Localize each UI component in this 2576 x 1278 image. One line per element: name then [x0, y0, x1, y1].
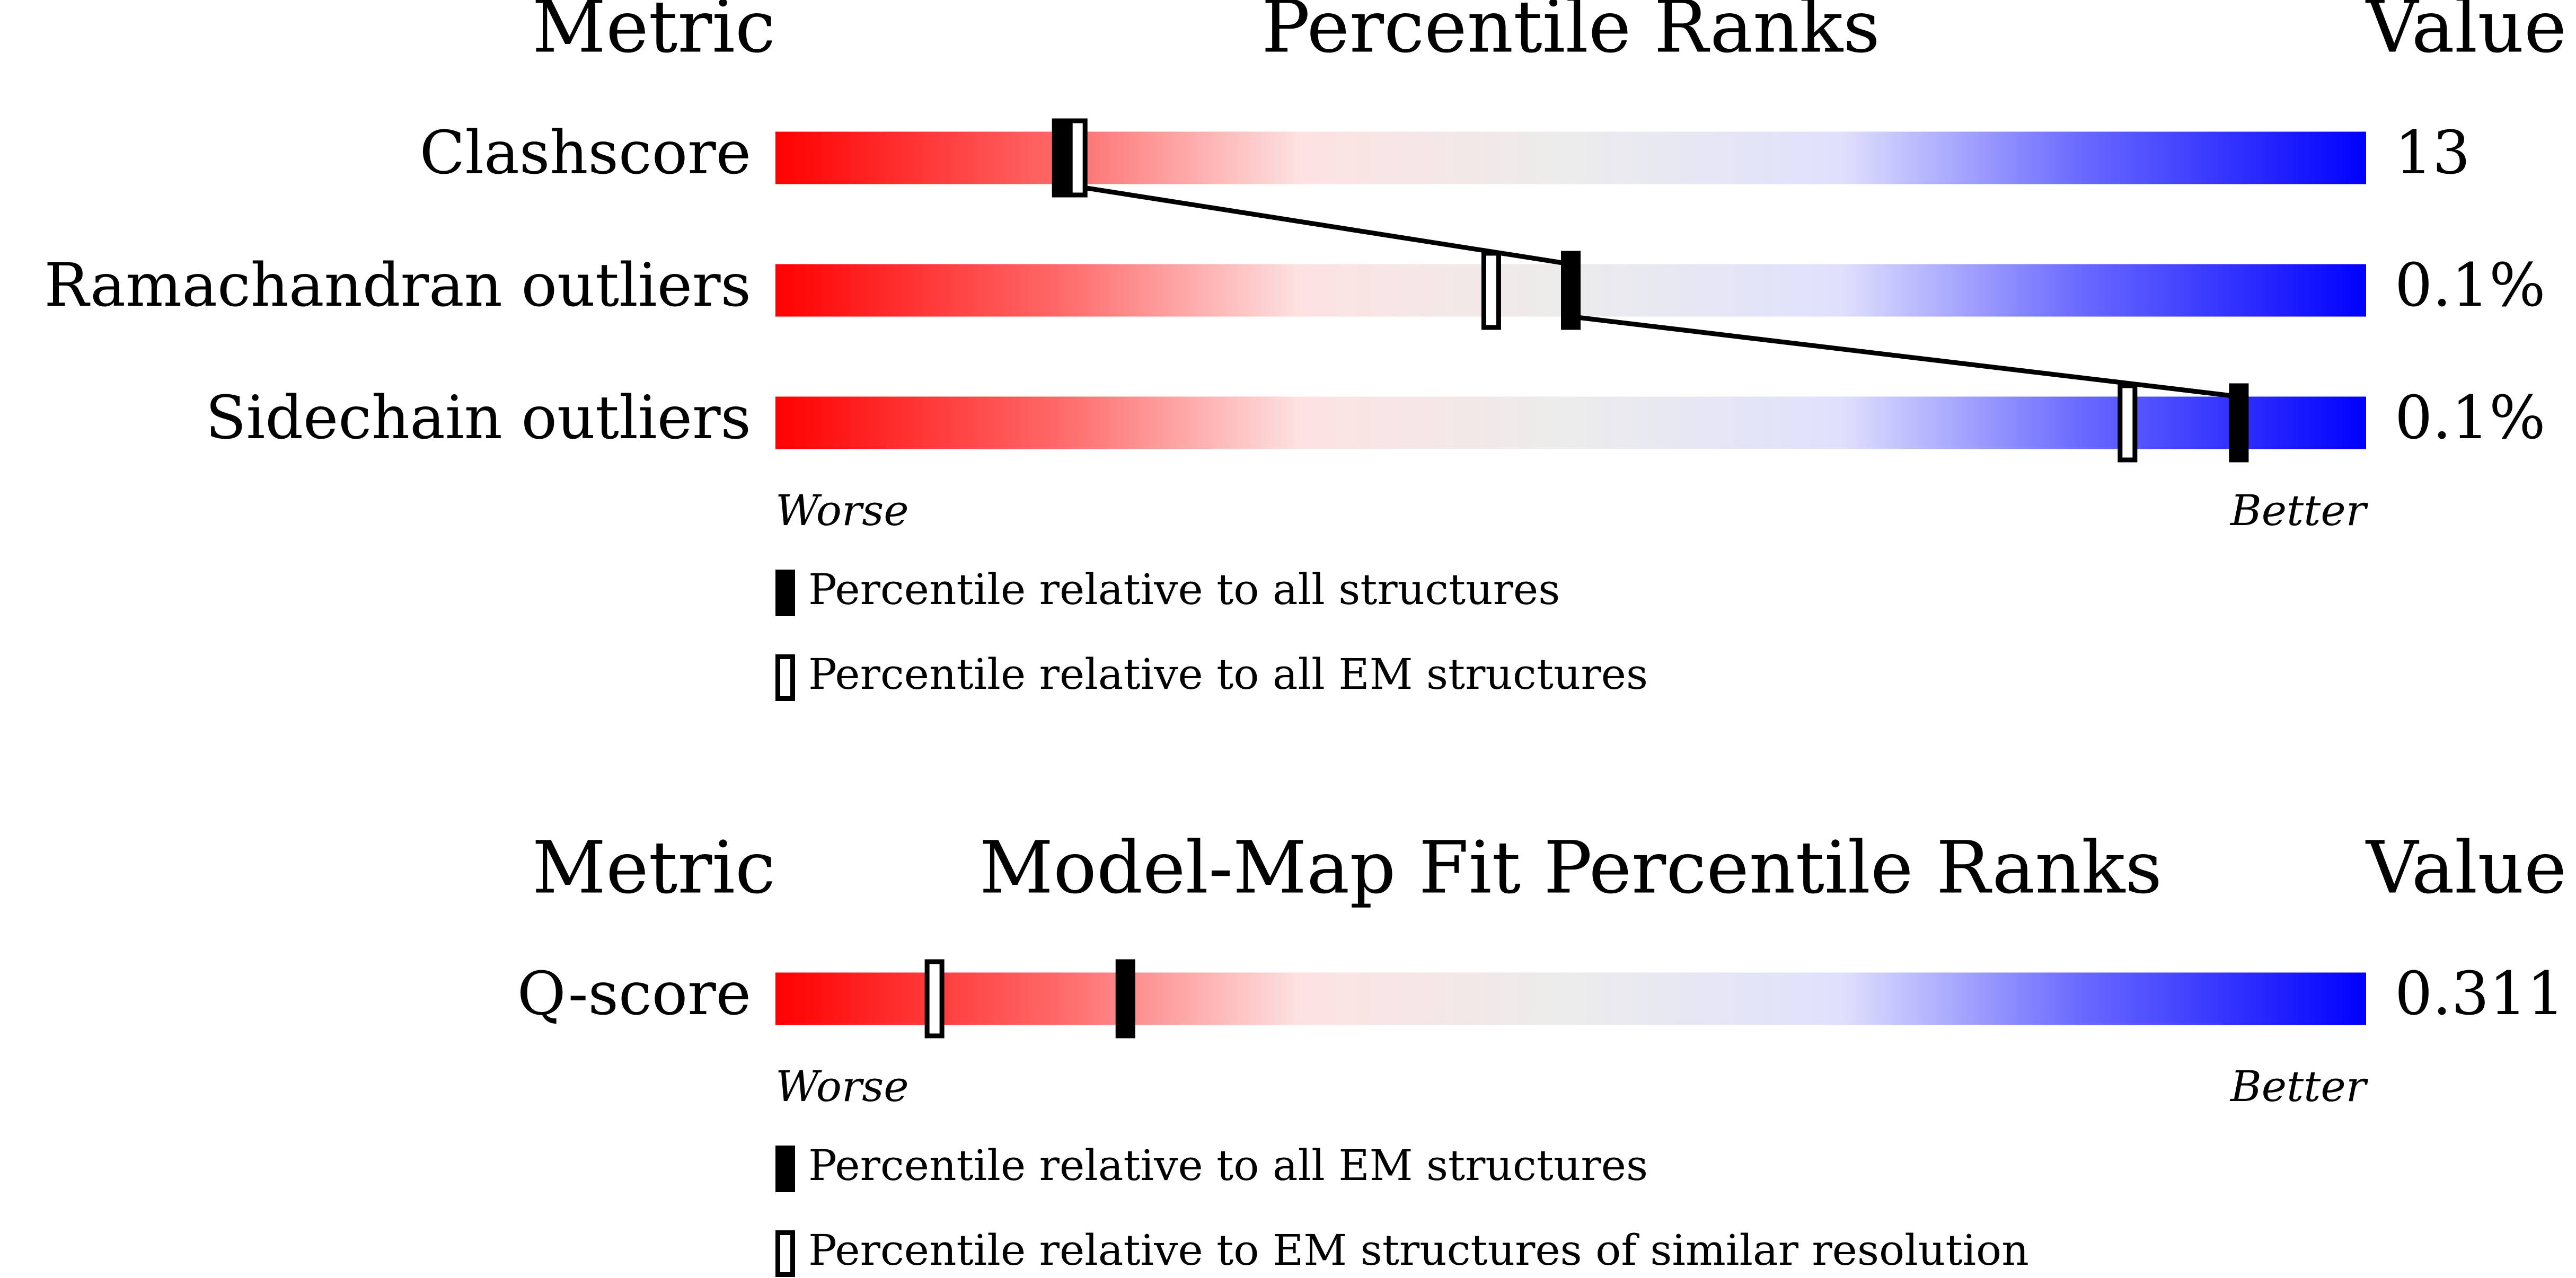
legend-icon: [775, 1146, 795, 1192]
marker-filled: [1052, 118, 1072, 198]
header-title: Model-Map Fit Percentile Ranks: [980, 827, 2162, 910]
axis-high-label: Better: [2229, 486, 2369, 535]
marker-filled: [1561, 251, 1581, 330]
percentile-bar: [775, 396, 2366, 449]
legend-icon: [775, 1230, 795, 1277]
metric-label: Ramachandran outliers: [44, 251, 751, 320]
legend-label: Percentile relative to all structures: [808, 565, 1560, 614]
metric-label: Clashscore: [420, 119, 751, 188]
legend-icon: [775, 570, 795, 616]
axis-low-label: Worse: [775, 1062, 909, 1111]
legend-label: Percentile relative to all EM structures: [808, 1141, 1648, 1190]
legend-label: Percentile relative to all EM structures: [808, 650, 1648, 699]
header-title: Percentile Ranks: [1261, 0, 1880, 69]
marker-filled: [1115, 959, 1135, 1039]
percentile-bar: [775, 131, 2366, 184]
percentile-bar: [775, 972, 2366, 1025]
connector: [1061, 182, 1572, 267]
marker-filled: [2229, 383, 2249, 463]
marker-hollow: [2118, 383, 2138, 463]
legend-icon: [775, 654, 795, 701]
marker-hollow: [1068, 118, 1088, 198]
metric-label: Sidechain outliers: [206, 384, 751, 452]
marker-hollow: [1481, 251, 1501, 330]
metric-label: Q-score: [517, 960, 751, 1028]
header-value: Value: [2365, 827, 2566, 910]
metric-value: 0.311: [2395, 960, 2565, 1028]
marker-hollow: [924, 959, 945, 1039]
axis-low-label: Worse: [775, 486, 909, 535]
header-metric: Metric: [532, 827, 775, 910]
metric-value: 13: [2395, 119, 2471, 188]
metric-value: 0.1%: [2395, 384, 2546, 452]
axis-high-label: Better: [2229, 1062, 2369, 1111]
metric-value: 0.1%: [2395, 251, 2546, 320]
legend-label: Percentile relative to EM structures of …: [808, 1226, 2029, 1275]
connector: [1570, 314, 2239, 399]
header-value: Value: [2365, 0, 2566, 69]
header-metric: Metric: [532, 0, 775, 69]
